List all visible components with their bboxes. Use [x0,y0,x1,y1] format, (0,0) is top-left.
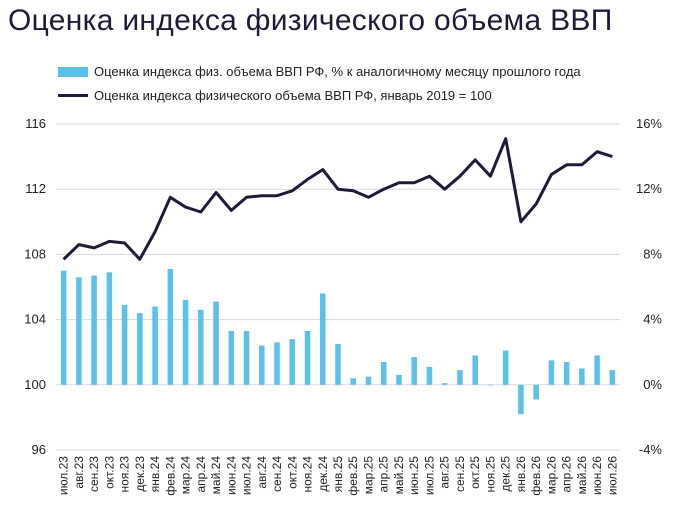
bar [213,301,219,385]
y-right-tick-label: 12% [636,181,662,196]
x-tick-label: сен.25 [453,456,467,492]
bar [137,313,143,385]
y-right-tick-label: 4% [643,312,662,327]
x-tick-label: июл.23 [57,456,71,495]
x-tick-label: окт.24 [285,456,299,489]
x-tick-label: июл.26 [605,456,619,495]
bar [335,344,341,385]
legend-item-line: Оценка индекса физического объема ВВП РФ… [58,88,492,103]
x-tick-label: апр.25 [377,456,391,493]
x-tick-label: ноя.23 [118,456,132,493]
x-tick-label: сен.24 [270,456,284,492]
y-left-tick-label: 112 [25,181,46,196]
y-left-tick-label: 108 [24,246,46,261]
x-tick-label: дек.24 [316,456,330,492]
bar [320,293,326,385]
bar [304,331,311,385]
legend-bar-label: Оценка индекса физ. объема ВВП РФ, % к а… [94,64,581,79]
chart-title: Оценка индекса физического объема ВВП [8,4,613,37]
x-tick-label: сен.23 [87,456,101,492]
bar [167,269,174,385]
bar [243,331,250,385]
bar [274,342,280,385]
bar [472,355,478,385]
x-tick-label: апр.24 [194,456,208,493]
legend-line-label: Оценка индекса физического объема ВВП РФ… [94,88,492,103]
y-left-tick-label: 104 [24,312,46,327]
x-tick-label: май.25 [392,456,406,495]
bar [289,339,296,385]
x-tick-label: мар.26 [544,456,558,495]
x-tick-label: июл.25 [422,456,436,495]
bar [91,275,97,385]
x-tick-label: май.26 [575,456,589,495]
x-tick-label: авг.24 [255,456,269,489]
bar [609,370,616,385]
bar [426,366,433,385]
x-tick-label: фев.25 [346,456,360,496]
bar [182,300,189,385]
x-tick-label: дек.23 [133,456,147,492]
x-tick-label: окт.23 [102,456,116,489]
x-tick-label: май.24 [209,456,223,495]
x-tick-label: мар.24 [179,456,193,495]
bar [152,306,158,385]
bar [411,357,417,385]
bar [579,368,585,385]
x-tick-label: янв.24 [148,456,162,493]
bar [259,345,265,385]
y-left-tick-label: 96 [32,442,46,457]
x-tick-label: фев.26 [529,456,543,496]
x-tick-label: ноя.24 [301,456,315,493]
bar [76,277,82,385]
bar [533,384,539,400]
x-tick-label: апр.26 [560,456,574,493]
y-left-tick-label: 116 [25,116,46,131]
x-tick-label: авг.25 [438,456,452,489]
series-line [62,137,613,261]
x-tick-label: янв.25 [331,456,345,493]
y-right-tick-label: 0% [643,377,662,392]
legend-bar-swatch [58,66,88,77]
bar [198,309,204,385]
legend-item-bar: Оценка индекса физ. объема ВВП РФ, % к а… [58,64,581,79]
bar [563,361,570,385]
bar [502,350,509,385]
bar [121,304,128,385]
x-tick-label: июн.26 [590,456,604,495]
bar [594,355,600,385]
x-tick-label: июл.24 [240,456,254,495]
y-right-tick-label: 8% [643,246,662,261]
bar [518,384,524,415]
bar [228,331,235,385]
legend-line-swatch [58,94,88,97]
y-right-tick-label: -4% [639,442,663,457]
x-tick-label: фев.24 [163,456,177,496]
bar [365,376,372,385]
x-tick-label: июн.25 [407,456,421,495]
x-tick-label: авг.23 [72,456,86,489]
y-right-tick-label: 16% [636,116,662,131]
y-left-tick-label: 100 [24,377,46,392]
x-tick-label: янв.26 [514,456,528,493]
bar [487,384,494,386]
bar [106,272,113,385]
x-tick-label: окт.25 [468,456,482,489]
x-tick-label: дек.25 [499,456,513,492]
x-tick-label: мар.25 [361,456,375,495]
bar [548,360,555,385]
bar [396,375,402,385]
x-tick-label: ноя.25 [483,456,497,493]
bar [441,383,448,385]
bar [60,270,67,385]
x-tick-label: июн.24 [224,456,238,495]
bar [457,370,463,385]
bar [380,361,387,385]
bar [350,378,356,385]
